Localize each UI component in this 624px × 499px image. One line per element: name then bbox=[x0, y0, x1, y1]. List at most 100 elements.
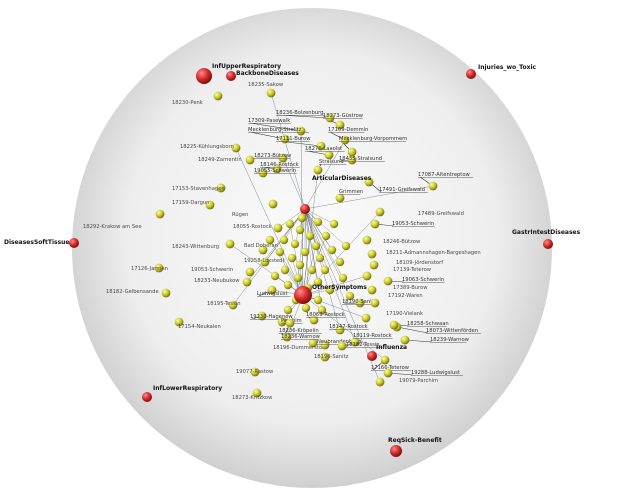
region-node[interactable] bbox=[280, 265, 290, 275]
region-node[interactable] bbox=[321, 231, 331, 241]
region-node[interactable] bbox=[283, 280, 293, 290]
region-node[interactable] bbox=[301, 303, 311, 313]
region-node[interactable] bbox=[375, 377, 385, 387]
region-node[interactable] bbox=[305, 231, 315, 241]
region-node[interactable] bbox=[225, 239, 235, 249]
region-node[interactable] bbox=[320, 352, 330, 362]
category-node-infupper[interactable] bbox=[196, 68, 212, 84]
region-node[interactable] bbox=[315, 253, 325, 263]
region-node[interactable] bbox=[265, 235, 275, 245]
region-node[interactable] bbox=[245, 267, 255, 277]
region-node[interactable] bbox=[329, 219, 339, 229]
region-node[interactable] bbox=[320, 265, 330, 275]
region-node[interactable] bbox=[308, 338, 318, 348]
region-node[interactable] bbox=[307, 265, 317, 275]
region-node[interactable] bbox=[383, 276, 393, 286]
region-node[interactable] bbox=[252, 388, 262, 398]
category-node-backbone[interactable] bbox=[226, 71, 236, 81]
region-node[interactable] bbox=[270, 271, 280, 281]
region-node[interactable] bbox=[389, 320, 399, 330]
region-node[interactable] bbox=[242, 277, 252, 287]
region-node[interactable] bbox=[283, 305, 293, 315]
region-node[interactable] bbox=[313, 217, 323, 227]
region-node[interactable] bbox=[300, 247, 310, 257]
region-node[interactable] bbox=[428, 181, 438, 191]
region-node[interactable] bbox=[335, 325, 345, 335]
region-node[interactable] bbox=[154, 263, 164, 273]
region-node[interactable] bbox=[324, 150, 334, 160]
region-node[interactable] bbox=[375, 207, 385, 217]
region-node[interactable] bbox=[325, 285, 335, 295]
region-node[interactable] bbox=[297, 213, 307, 223]
region-node[interactable] bbox=[290, 239, 300, 249]
region-node[interactable] bbox=[213, 91, 223, 101]
region-node[interactable] bbox=[174, 317, 184, 327]
region-node[interactable] bbox=[275, 247, 285, 257]
category-node-softtissue[interactable] bbox=[69, 238, 79, 248]
region-node[interactable] bbox=[338, 273, 348, 283]
region-node[interactable] bbox=[362, 271, 372, 281]
category-node-influenza[interactable] bbox=[367, 351, 377, 361]
region-node[interactable] bbox=[400, 335, 410, 345]
region-node[interactable] bbox=[267, 285, 277, 295]
region-node[interactable] bbox=[327, 245, 337, 255]
region-node[interactable] bbox=[347, 155, 357, 165]
region-node[interactable] bbox=[258, 245, 268, 255]
region-node[interactable] bbox=[383, 368, 393, 378]
region-node[interactable] bbox=[285, 219, 295, 229]
region-node[interactable] bbox=[350, 337, 360, 347]
category-node-injuries[interactable] bbox=[466, 69, 476, 79]
region-node[interactable] bbox=[257, 311, 267, 321]
category-node-inflower[interactable] bbox=[142, 392, 152, 402]
region-node[interactable] bbox=[364, 177, 374, 187]
region-node[interactable] bbox=[311, 241, 321, 251]
region-node[interactable] bbox=[316, 141, 326, 151]
region-node[interactable] bbox=[369, 260, 379, 270]
region-node[interactable] bbox=[295, 225, 305, 235]
region-node[interactable] bbox=[317, 305, 327, 315]
region-node[interactable] bbox=[279, 235, 289, 245]
region-node[interactable] bbox=[205, 200, 215, 210]
region-node[interactable] bbox=[287, 253, 297, 263]
region-node[interactable] bbox=[285, 318, 295, 328]
region-node[interactable] bbox=[367, 285, 377, 295]
region-node[interactable] bbox=[380, 355, 390, 365]
region-node[interactable] bbox=[313, 165, 323, 175]
region-node[interactable] bbox=[277, 317, 287, 327]
region-node[interactable] bbox=[309, 315, 319, 325]
region-node[interactable] bbox=[228, 300, 238, 310]
region-node[interactable] bbox=[216, 183, 226, 193]
region-node[interactable] bbox=[272, 164, 282, 174]
region-node[interactable] bbox=[268, 199, 278, 209]
region-node[interactable] bbox=[347, 147, 357, 157]
region-node[interactable] bbox=[266, 88, 276, 98]
region-node[interactable] bbox=[337, 341, 347, 351]
region-node[interactable] bbox=[367, 249, 377, 259]
region-node[interactable] bbox=[355, 298, 365, 308]
region-node[interactable] bbox=[250, 367, 260, 377]
region-node[interactable] bbox=[296, 126, 306, 136]
region-node[interactable] bbox=[362, 235, 372, 245]
category-node-articular[interactable] bbox=[300, 204, 310, 214]
region-node[interactable] bbox=[155, 209, 165, 219]
region-node[interactable] bbox=[313, 277, 323, 287]
region-node[interactable] bbox=[335, 257, 345, 267]
region-node[interactable] bbox=[370, 298, 380, 308]
region-node[interactable] bbox=[245, 155, 255, 165]
category-node-reqsick[interactable] bbox=[390, 445, 402, 457]
region-node[interactable] bbox=[320, 340, 330, 350]
region-node[interactable] bbox=[335, 193, 345, 203]
region-node[interactable] bbox=[370, 219, 380, 229]
region-node[interactable] bbox=[361, 313, 371, 323]
region-node[interactable] bbox=[295, 260, 305, 270]
region-node[interactable] bbox=[260, 257, 270, 267]
region-node[interactable] bbox=[325, 113, 335, 123]
category-node-gastro[interactable] bbox=[543, 239, 553, 249]
region-node[interactable] bbox=[231, 143, 241, 153]
region-node[interactable] bbox=[340, 135, 350, 145]
region-node[interactable] bbox=[161, 288, 171, 298]
region-node[interactable] bbox=[293, 273, 303, 283]
category-node-other[interactable] bbox=[294, 286, 312, 304]
region-node[interactable] bbox=[345, 291, 355, 301]
